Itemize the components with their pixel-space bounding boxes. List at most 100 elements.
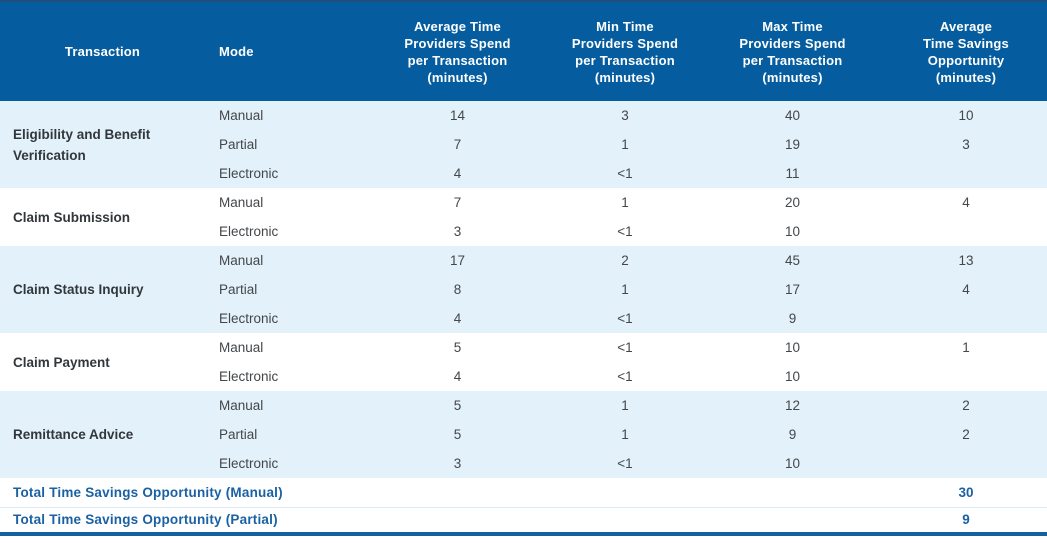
table-row: Claim Status Inquiry Manual 17 2 45 13 (0, 246, 1047, 297)
total-row-manual: Total Time Savings Opportunity (Manual) … (0, 478, 1047, 507)
savings-cell (885, 449, 1047, 478)
max-time-cell: 11 (785, 166, 800, 181)
mode-cell: Electronic (219, 224, 279, 239)
total-manual-value: 30 (958, 484, 974, 500)
total-row-partial: Total Time Savings Opportunity (Partial)… (0, 507, 1047, 534)
mode-cell: Electronic (219, 456, 279, 471)
min-time-cell: 2 (621, 253, 629, 268)
max-time-cell: 19 (784, 137, 801, 152)
col-header-max-time: Max Time Providers Spend per Transaction… (700, 1, 885, 101)
min-time-cell: <1 (617, 456, 633, 471)
mode-cell: Electronic (219, 369, 279, 384)
mode-cell: Manual (219, 253, 264, 268)
savings-cell (885, 304, 1047, 333)
avg-time-cell: 14 (449, 108, 466, 123)
col-header-avg-time-label: Average Time Providers Spend per Transac… (404, 18, 511, 85)
min-time-cell: 1 (621, 282, 629, 297)
savings-cell: 3 (962, 137, 970, 152)
avg-time-cell: 4 (453, 369, 462, 384)
col-header-mode: Mode (205, 1, 365, 101)
table-row: Electronic 4 <1 11 (0, 159, 1047, 188)
max-time-cell: 40 (784, 108, 801, 123)
savings-cell: 13 (958, 253, 974, 268)
savings-cell (885, 362, 1047, 391)
col-header-max-time-label: Max Time Providers Spend per Transaction… (739, 18, 846, 85)
min-time-cell: 1 (621, 398, 629, 413)
avg-time-cell: 4 (453, 311, 462, 326)
avg-time-cell: 7 (453, 137, 462, 152)
savings-cell: 4 (962, 282, 970, 297)
mode-cell: Partial (219, 137, 258, 152)
mode-cell: Manual (219, 398, 264, 413)
table-row: Partial 8 1 17 4 (0, 275, 1047, 304)
avg-time-cell: 5 (453, 340, 462, 355)
group-remittance-advice: Remittance Advice Manual 5 1 12 2 Partia… (0, 391, 1047, 478)
table-row: Electronic 3 <1 10 (0, 449, 1047, 478)
avg-time-cell: 17 (449, 253, 466, 268)
max-time-cell: 9 (788, 427, 797, 442)
table-row: Partial 7 1 19 3 (0, 130, 1047, 159)
max-time-cell: 17 (784, 282, 801, 297)
mode-cell: Electronic (219, 166, 279, 181)
avg-time-cell: 5 (453, 427, 462, 442)
transaction-name: Claim Status Inquiry (13, 282, 144, 297)
table-row: Electronic 4 <1 9 (0, 304, 1047, 333)
min-time-cell: <1 (617, 166, 633, 181)
avg-time-cell: 4 (453, 166, 462, 181)
transaction-name: Remittance Advice (13, 427, 134, 442)
min-time-cell: <1 (617, 369, 633, 384)
col-header-transaction: Transaction (0, 1, 205, 101)
mode-cell: Electronic (219, 311, 279, 326)
min-time-cell: 1 (621, 137, 629, 152)
max-time-cell: 20 (784, 195, 801, 210)
min-time-cell: 1 (621, 427, 629, 442)
min-time-cell: 1 (621, 195, 629, 210)
table-row: Electronic 3 <1 10 (0, 217, 1047, 246)
total-partial-value: 9 (962, 512, 970, 528)
savings-cell: 4 (962, 195, 970, 210)
col-header-avg-time: Average Time Providers Spend per Transac… (365, 1, 550, 101)
savings-cell (885, 159, 1047, 188)
table-row: Partial 5 1 9 2 (0, 420, 1047, 449)
mode-cell: Partial (219, 427, 258, 442)
col-header-mode-label: Mode (219, 44, 254, 59)
table-row: Electronic 4 <1 10 (0, 362, 1047, 391)
min-time-cell: <1 (617, 340, 633, 355)
table-header: Transaction Mode Average Time Providers … (0, 1, 1047, 101)
col-header-min-time: Min Time Providers Spend per Transaction… (550, 1, 700, 101)
avg-time-cell: 8 (453, 282, 462, 297)
min-time-cell: 3 (621, 108, 629, 123)
col-header-savings-label: Average Time Savings Opportunity (minute… (923, 18, 1009, 85)
col-header-min-time-label: Min Time Providers Spend per Transaction… (571, 18, 679, 85)
total-manual-label: Total Time Savings Opportunity (Manual) (13, 484, 283, 500)
mode-cell: Manual (219, 195, 264, 210)
table-row: Eligibility and Benefit Verification Man… (0, 101, 1047, 163)
max-time-cell: 10 (784, 456, 801, 471)
min-time-cell: <1 (617, 224, 633, 239)
min-time-cell: <1 (617, 311, 633, 326)
max-time-cell: 10 (784, 369, 801, 384)
savings-cell (885, 217, 1047, 246)
group-claim-submission: Claim Submission Manual 7 1 20 4 Electro… (0, 188, 1047, 246)
col-header-transaction-label: Transaction (64, 44, 141, 59)
savings-cell: 2 (962, 427, 970, 442)
savings-cell: 10 (958, 108, 974, 123)
group-eligibility-and-benefit-verification: Eligibility and Benefit Verification Man… (0, 101, 1047, 188)
max-time-cell: 10 (784, 340, 801, 355)
avg-time-cell: 3 (453, 224, 462, 239)
avg-time-cell: 3 (453, 456, 462, 471)
max-time-cell: 12 (784, 398, 801, 413)
savings-cell: 1 (962, 340, 970, 355)
group-claim-status-inquiry: Claim Status Inquiry Manual 17 2 45 13 P… (0, 246, 1047, 333)
avg-time-cell: 7 (453, 195, 462, 210)
table-row: Claim Payment Manual 5 <1 10 1 (0, 333, 1047, 370)
mode-cell: Partial (219, 282, 258, 297)
table-row: Claim Submission Manual 7 1 20 4 (0, 188, 1047, 225)
total-partial-label: Total Time Savings Opportunity (Partial) (13, 512, 278, 528)
totals-section: Total Time Savings Opportunity (Manual) … (0, 478, 1047, 534)
col-header-savings: Average Time Savings Opportunity (minute… (885, 1, 1047, 101)
avg-time-cell: 5 (453, 398, 462, 413)
group-claim-payment: Claim Payment Manual 5 <1 10 1 Electroni… (0, 333, 1047, 391)
max-time-cell: 45 (784, 253, 801, 268)
